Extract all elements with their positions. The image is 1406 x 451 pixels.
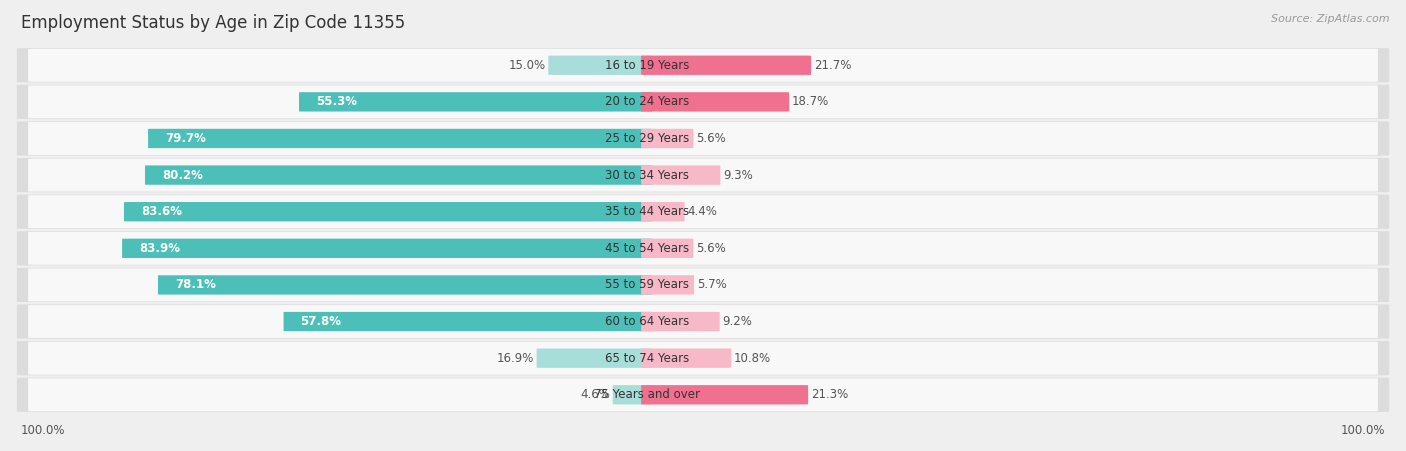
- FancyBboxPatch shape: [641, 202, 685, 221]
- Text: 83.9%: 83.9%: [139, 242, 180, 255]
- Text: 21.3%: 21.3%: [811, 388, 848, 401]
- Text: 60 to 64 Years: 60 to 64 Years: [605, 315, 689, 328]
- Text: 83.6%: 83.6%: [141, 205, 181, 218]
- Text: 35 to 44 Years: 35 to 44 Years: [605, 205, 689, 218]
- FancyBboxPatch shape: [157, 275, 652, 295]
- FancyBboxPatch shape: [124, 202, 652, 221]
- Text: 5.7%: 5.7%: [697, 278, 727, 291]
- FancyBboxPatch shape: [17, 194, 1389, 229]
- Text: 16.9%: 16.9%: [496, 352, 534, 365]
- Text: 4.6%: 4.6%: [581, 388, 610, 401]
- Text: 55.3%: 55.3%: [316, 95, 357, 108]
- FancyBboxPatch shape: [17, 121, 1389, 156]
- Text: 78.1%: 78.1%: [174, 278, 215, 291]
- FancyBboxPatch shape: [641, 92, 789, 111]
- Text: 16 to 19 Years: 16 to 19 Years: [605, 59, 689, 72]
- FancyBboxPatch shape: [641, 349, 731, 368]
- FancyBboxPatch shape: [122, 239, 652, 258]
- FancyBboxPatch shape: [145, 166, 652, 185]
- Text: 4.4%: 4.4%: [688, 205, 717, 218]
- FancyBboxPatch shape: [17, 231, 1389, 266]
- Text: 10.8%: 10.8%: [734, 352, 772, 365]
- FancyBboxPatch shape: [613, 385, 652, 405]
- Text: 75 Years and over: 75 Years and over: [593, 388, 700, 401]
- FancyBboxPatch shape: [17, 158, 1389, 192]
- Text: 20 to 24 Years: 20 to 24 Years: [605, 95, 689, 108]
- Text: 9.3%: 9.3%: [723, 169, 754, 182]
- FancyBboxPatch shape: [28, 122, 1378, 155]
- Text: 5.6%: 5.6%: [696, 132, 725, 145]
- FancyBboxPatch shape: [641, 166, 720, 185]
- Text: 45 to 54 Years: 45 to 54 Years: [605, 242, 689, 255]
- Text: 79.7%: 79.7%: [165, 132, 205, 145]
- Text: Source: ZipAtlas.com: Source: ZipAtlas.com: [1271, 14, 1389, 23]
- FancyBboxPatch shape: [17, 48, 1389, 83]
- Text: 25 to 29 Years: 25 to 29 Years: [605, 132, 689, 145]
- Text: 5.6%: 5.6%: [696, 242, 725, 255]
- FancyBboxPatch shape: [28, 85, 1378, 118]
- Text: 100.0%: 100.0%: [21, 424, 66, 437]
- FancyBboxPatch shape: [641, 385, 808, 405]
- FancyBboxPatch shape: [17, 304, 1389, 339]
- Text: 100.0%: 100.0%: [1340, 424, 1385, 437]
- FancyBboxPatch shape: [28, 159, 1378, 192]
- Text: 21.7%: 21.7%: [814, 59, 851, 72]
- Text: 9.2%: 9.2%: [723, 315, 752, 328]
- FancyBboxPatch shape: [537, 349, 652, 368]
- FancyBboxPatch shape: [641, 129, 693, 148]
- FancyBboxPatch shape: [28, 342, 1378, 375]
- FancyBboxPatch shape: [28, 378, 1378, 411]
- FancyBboxPatch shape: [28, 232, 1378, 265]
- FancyBboxPatch shape: [17, 341, 1389, 375]
- Text: 80.2%: 80.2%: [162, 169, 202, 182]
- FancyBboxPatch shape: [17, 268, 1389, 302]
- Text: Employment Status by Age in Zip Code 11355: Employment Status by Age in Zip Code 113…: [21, 14, 405, 32]
- FancyBboxPatch shape: [548, 55, 652, 75]
- FancyBboxPatch shape: [17, 85, 1389, 119]
- FancyBboxPatch shape: [641, 239, 693, 258]
- FancyBboxPatch shape: [28, 49, 1378, 82]
- FancyBboxPatch shape: [641, 55, 811, 75]
- FancyBboxPatch shape: [17, 377, 1389, 412]
- FancyBboxPatch shape: [148, 129, 652, 148]
- Text: 65 to 74 Years: 65 to 74 Years: [605, 352, 689, 365]
- FancyBboxPatch shape: [641, 275, 695, 295]
- Text: 55 to 59 Years: 55 to 59 Years: [605, 278, 689, 291]
- FancyBboxPatch shape: [299, 92, 652, 111]
- Text: 18.7%: 18.7%: [792, 95, 830, 108]
- Text: 57.8%: 57.8%: [301, 315, 342, 328]
- FancyBboxPatch shape: [284, 312, 652, 331]
- FancyBboxPatch shape: [28, 305, 1378, 338]
- FancyBboxPatch shape: [641, 312, 720, 331]
- FancyBboxPatch shape: [28, 268, 1378, 301]
- Text: 30 to 34 Years: 30 to 34 Years: [605, 169, 689, 182]
- FancyBboxPatch shape: [28, 195, 1378, 228]
- Text: 15.0%: 15.0%: [509, 59, 546, 72]
